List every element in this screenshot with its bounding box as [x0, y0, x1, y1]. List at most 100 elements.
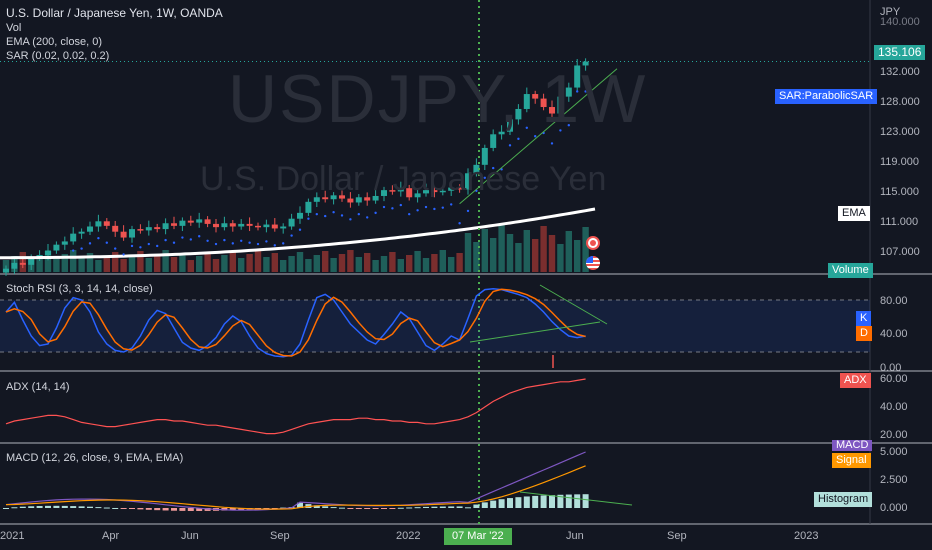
candle-body: [297, 212, 303, 219]
volume-bar: [238, 258, 245, 272]
sar-dot: [374, 211, 377, 215]
legend-ema[interactable]: EMA (200, close, 0): [6, 36, 102, 48]
sar-dot: [357, 212, 360, 216]
macd-histogram-bar: [523, 496, 530, 508]
candle-body: [423, 190, 429, 194]
volume-bar: [473, 242, 480, 272]
adx-line: [5, 378, 586, 435]
sar-dot: [265, 240, 268, 243]
volume-bar: [254, 250, 262, 272]
sar-dot: [298, 228, 302, 231]
macd-histogram-bar: [582, 494, 589, 508]
volume-bar: [364, 253, 371, 272]
adx-tick: 20.00: [880, 429, 908, 441]
price-tick: 119.000: [880, 156, 919, 168]
stoch-tick: 40.00: [880, 328, 908, 340]
volume-bar: [431, 254, 438, 272]
stoch-trendline: [539, 284, 608, 325]
macd-histogram-bar: [549, 495, 555, 508]
macd-histogram-bar: [431, 506, 438, 508]
sar-dot: [88, 242, 92, 245]
macd-histogram-bar: [397, 507, 404, 509]
candle-body: [288, 218, 295, 227]
sar-dot: [441, 206, 444, 209]
adx-title[interactable]: ADX (14, 14): [6, 381, 70, 393]
stoch-title[interactable]: Stoch RSI (3, 3, 14, 14, close): [6, 283, 153, 295]
symbol-title[interactable]: U.S. Dollar / Japanese Yen, 1W, OANDA: [6, 6, 223, 20]
legend-sar[interactable]: SAR (0.02, 0.02, 0.2): [6, 50, 110, 62]
candle-body: [87, 226, 93, 232]
candle-body: [347, 198, 354, 203]
macd-histogram-bar: [481, 502, 488, 508]
candle-body: [322, 197, 329, 200]
volume-bar: [456, 253, 463, 272]
sar-dot: [164, 238, 167, 242]
sar-dot: [248, 241, 251, 244]
macd-title[interactable]: MACD (12, 26, close, 9, EMA, EMA): [6, 452, 184, 464]
histogram-tag: Histogram: [814, 492, 873, 507]
time-tick: Jun: [181, 530, 199, 542]
candle-body: [515, 108, 522, 120]
event-icon[interactable]: [586, 236, 600, 250]
volume-bar: [548, 235, 556, 272]
sar-dot: [550, 142, 554, 145]
sar-dot: [97, 236, 100, 240]
candle-body: [129, 229, 135, 238]
sar-dot: [458, 222, 461, 225]
sar-dot: [399, 203, 402, 207]
macd-histogram-bar: [565, 494, 572, 508]
sar-dot: [147, 242, 150, 246]
time-tick: 2022: [396, 530, 421, 542]
sar-dot: [483, 176, 486, 180]
macd-histogram-bar: [95, 507, 102, 509]
stoch-trendline: [469, 321, 601, 343]
volume-bar: [523, 230, 530, 272]
macd-histogram-bar: [229, 508, 236, 511]
candle-body: [397, 188, 404, 192]
candle-body: [171, 223, 177, 226]
macd-histogram-bar: [490, 500, 497, 508]
candle-body: [229, 223, 236, 227]
legend-vol[interactable]: Vol: [6, 22, 22, 34]
sar-dot: [324, 214, 327, 218]
macd-histogram-bar: [145, 508, 152, 510]
sar-dot: [433, 207, 436, 211]
candle-body: [28, 257, 35, 265]
volume-bar: [229, 251, 236, 272]
us-flag-icon[interactable]: [586, 256, 600, 270]
stoch-d-tag: D: [856, 326, 872, 341]
volume-bar: [187, 260, 194, 272]
volume-bar: [406, 255, 413, 272]
volume-bar: [221, 255, 228, 272]
volume-tag: Volume: [828, 263, 873, 278]
macd-histogram-bar: [70, 506, 77, 508]
candle-body: [137, 229, 144, 231]
time-tick: Apr: [102, 530, 120, 542]
sar-dot: [256, 242, 260, 246]
sar-dot: [349, 218, 352, 221]
candle-body: [523, 94, 530, 109]
candle-body: [305, 201, 312, 213]
macd-histogram-bar: [347, 508, 354, 509]
volume-bar: [338, 254, 346, 272]
candle-body: [61, 241, 68, 245]
macd-histogram-bar: [137, 508, 144, 510]
volume-bar: [196, 256, 203, 272]
volume-bar: [103, 256, 110, 272]
adx-tick: 40.00: [880, 401, 908, 413]
sar-dot: [130, 244, 134, 248]
macd-histogram-bar: [532, 495, 539, 508]
candle-body: [330, 195, 337, 200]
candle-body: [162, 223, 169, 230]
sar-dot: [492, 166, 495, 170]
candle-body: [549, 107, 555, 114]
macd-histogram-bar: [179, 508, 186, 511]
volume-bar: [246, 254, 253, 272]
candle-body: [70, 233, 77, 242]
macd-tick: 0.000: [880, 502, 908, 514]
sar-dot: [340, 214, 344, 217]
macd-histogram-bar: [414, 507, 421, 509]
candle-body: [112, 225, 119, 232]
volume-bar: [448, 257, 455, 272]
